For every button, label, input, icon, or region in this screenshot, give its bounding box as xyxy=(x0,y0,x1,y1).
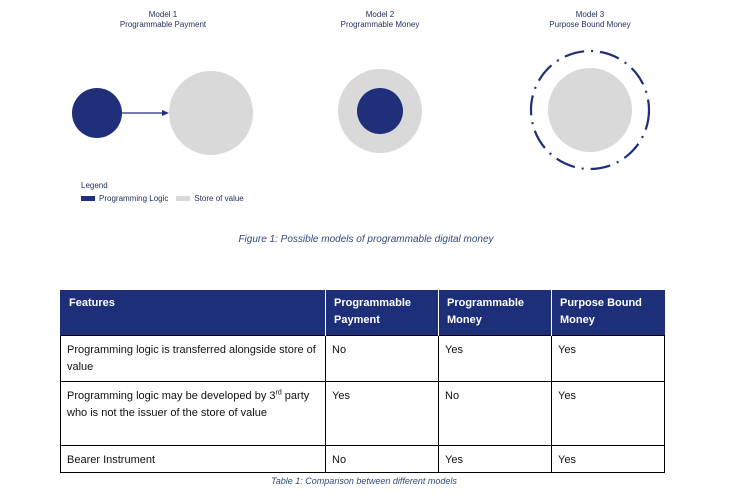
model1-arrowhead xyxy=(162,110,169,116)
legend-label-logic: Programming Logic xyxy=(99,194,169,203)
model1-subtitle: Programmable Payment xyxy=(119,20,207,29)
models-diagram xyxy=(72,49,651,171)
model1-logic-circle xyxy=(72,88,122,138)
legend-swatch-store xyxy=(176,196,191,201)
legend-swatch-logic xyxy=(81,196,95,201)
legend-label-store: Store of value xyxy=(194,194,244,203)
value-cell: Yes xyxy=(551,445,665,473)
table-header-row: Features Programmable Payment Programmab… xyxy=(60,290,665,336)
feature-text-sup: rd xyxy=(275,389,282,397)
legend-title: Legend xyxy=(81,181,108,190)
feature-cell: Bearer Instrument xyxy=(60,445,326,473)
model3-name: Model 3 xyxy=(575,10,605,19)
model2-title: Model 2 Programmable Money xyxy=(310,10,450,30)
model1-name: Model 1 xyxy=(148,10,178,19)
table-row: Programming logic may be developed by 3r… xyxy=(60,381,665,446)
header-programmable-money: Programmable Money xyxy=(438,290,552,336)
model3-store-circle xyxy=(548,68,632,152)
model3-subtitle: Purpose Bound Money xyxy=(549,20,631,29)
value-cell: Yes xyxy=(551,335,665,382)
model2-logic-circle xyxy=(357,88,403,134)
model2-name: Model 2 xyxy=(365,10,395,19)
value-cell: Yes xyxy=(551,381,665,446)
legend: Programming Logic Store of value xyxy=(81,194,244,203)
model1-store-circle xyxy=(169,71,253,155)
header-purpose-bound-money: Purpose Bound Money xyxy=(551,290,665,336)
value-cell: No xyxy=(438,381,552,446)
feature-text-pre: Programming logic may be developed by 3 xyxy=(67,390,276,402)
feature-cell: Programming logic may be developed by 3r… xyxy=(60,381,326,446)
header-features: Features xyxy=(60,290,326,336)
table-row: Programming logic is transferred alongsi… xyxy=(60,335,665,382)
value-cell: No xyxy=(325,335,439,382)
value-cell: No xyxy=(325,445,439,473)
value-cell: Yes xyxy=(438,335,552,382)
value-cell: Yes xyxy=(438,445,552,473)
table-caption: Table 1: Comparison between different mo… xyxy=(271,476,457,486)
feature-cell: Programming logic is transferred alongsi… xyxy=(60,335,326,382)
figure-caption: Figure 1: Possible models of programmabl… xyxy=(238,234,494,245)
feature-text-post: party who is not the issuer of the store… xyxy=(67,390,310,419)
table-row: Bearer Instrument No Yes Yes xyxy=(60,445,665,473)
model2-subtitle: Programmable Money xyxy=(340,20,420,29)
model3-title: Model 3 Purpose Bound Money xyxy=(520,10,660,30)
value-cell: Yes xyxy=(325,381,439,446)
comparison-table: Features Programmable Payment Programmab… xyxy=(60,290,665,473)
model3-dashed-ring xyxy=(529,49,651,171)
model1-title: Model 1 Programmable Payment xyxy=(93,10,233,30)
header-programmable-payment: Programmable Payment xyxy=(325,290,439,336)
